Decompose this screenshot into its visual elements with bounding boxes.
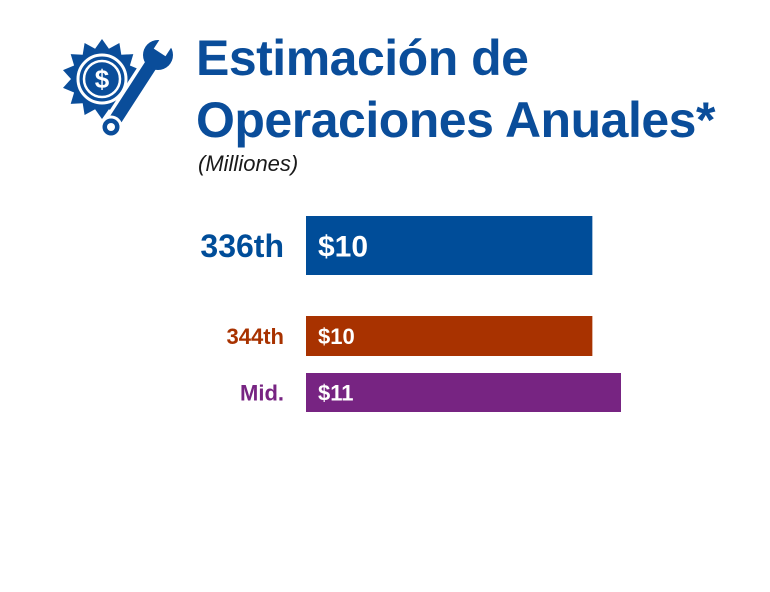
category-label: 336th: [200, 228, 284, 264]
dollar-gear-wrench-icon: $: [63, 34, 175, 139]
bar-336th: [306, 216, 593, 275]
chart-title-line-2: Operaciones Anuales*: [196, 92, 715, 148]
category-label: Mid.: [240, 380, 284, 405]
category-label: 344th: [227, 324, 284, 349]
bar-344th: [306, 316, 593, 356]
svg-text:$: $: [95, 64, 110, 94]
bar-mid: [306, 373, 621, 412]
data-label: $11: [318, 380, 354, 405]
data-label: $10: [318, 230, 368, 263]
chart-title-line-1: Estimación de: [196, 30, 529, 86]
chart-subtitle: (Milliones): [198, 151, 299, 176]
data-label: $10: [318, 324, 355, 349]
